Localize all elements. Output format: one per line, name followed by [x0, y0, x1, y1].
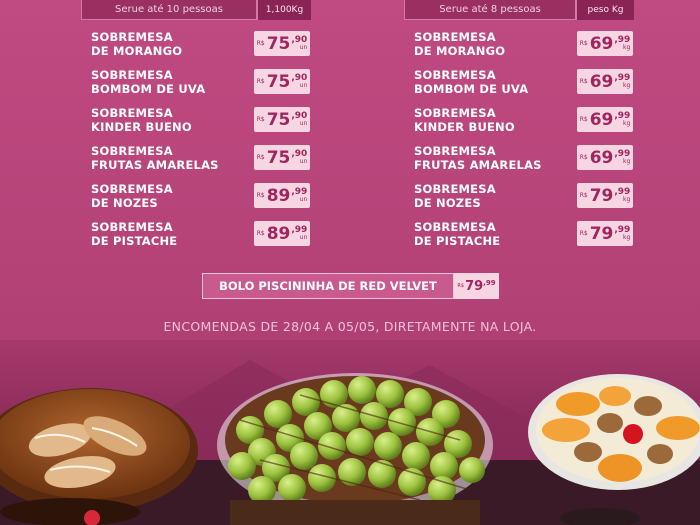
left-weight-label: 1,100Kg: [257, 0, 311, 20]
right-column-header: Serue até 8 pessoas peso Kg: [404, 0, 634, 20]
menu-item: SOBREMESA BOMBOM DE UVA R$ 75,90 un: [91, 64, 315, 102]
item-name: SOBREMESA DE MORANGO: [414, 30, 506, 58]
price-tag: R$ 75,90 un: [254, 107, 310, 132]
menu-item: SOBREMESA FRUTAS AMARELAS R$ 75,90 un: [91, 140, 315, 178]
menu-item: SOBREMESA DE NOZES R$ 89,99 un: [91, 178, 315, 216]
price-tag: R$ 89,99 un: [254, 221, 310, 246]
item-name: SOBREMESA DE NOZES: [91, 182, 173, 210]
price-tag: R$ 75,90 un: [254, 31, 310, 56]
item-name: SOBREMESA KINDER BUENO: [91, 106, 192, 134]
bolo-price-tag: R$ 79,99: [454, 273, 499, 299]
desserts-photo: [0, 340, 700, 525]
price-tag: R$ 79,99 kg: [577, 221, 633, 246]
item-name: SOBREMESA BOMBOM DE UVA: [414, 68, 529, 96]
order-dates-notice: ENCOMENDAS DE 28/04 A 05/05, DIRETAMENTE…: [163, 319, 537, 334]
item-name: SOBREMESA DE MORANGO: [91, 30, 183, 58]
price-tag: R$ 69,99 kg: [577, 107, 633, 132]
item-name: SOBREMESA KINDER BUENO: [414, 106, 515, 134]
menu-item: SOBREMESA DE MORANGO R$ 75,90 un: [91, 26, 315, 64]
menu-item: SOBREMESA DE MORANGO R$ 69,99 kg: [414, 26, 638, 64]
menu-item: SOBREMESA BOMBOM DE UVA R$ 69,99 kg: [414, 64, 638, 102]
bolo-label: BOLO PISCININHA DE RED VELVET: [202, 273, 454, 299]
price-tag: R$ 69,99 kg: [577, 145, 633, 170]
item-name: SOBREMESA FRUTAS AMARELAS: [414, 144, 542, 172]
price-tag: R$ 79,99 kg: [577, 183, 633, 208]
menu-item: SOBREMESA DE PISTACHE R$ 79,99 kg: [414, 216, 638, 254]
right-serves-label: Serue até 8 pessoas: [404, 0, 576, 20]
menu-item: SOBREMESA DE NOZES R$ 79,99 kg: [414, 178, 638, 216]
right-weight-label: peso Kg: [576, 0, 634, 20]
menu-item: SOBREMESA KINDER BUENO R$ 69,99 kg: [414, 102, 638, 140]
item-name: SOBREMESA DE PISTACHE: [414, 220, 501, 248]
menu-item: SOBREMESA KINDER BUENO R$ 75,90 un: [91, 102, 315, 140]
menu-item: SOBREMESA DE PISTACHE R$ 89,99 un: [91, 216, 315, 254]
grape-topping: [228, 376, 485, 504]
price-tag: R$ 75,90 un: [254, 145, 310, 170]
item-name: SOBREMESA DE NOZES: [414, 182, 496, 210]
item-name: SOBREMESA DE PISTACHE: [91, 220, 178, 248]
item-name: SOBREMESA BOMBOM DE UVA: [91, 68, 206, 96]
price-tag: R$ 69,99 kg: [577, 31, 633, 56]
price-tag: R$ 69,99 kg: [577, 69, 633, 94]
menu-item: SOBREMESA FRUTAS AMARELAS R$ 69,99 kg: [414, 140, 638, 178]
price-tag: R$ 75,90 un: [254, 69, 310, 94]
left-menu-column: SOBREMESA DE MORANGO R$ 75,90 un SOBREMESA B…: [91, 26, 315, 254]
right-menu-column: SOBREMESA DE MORANGO R$ 69,99 kg SOBREMESA B…: [414, 26, 638, 254]
left-serves-label: Serue até 10 pessoas: [81, 0, 257, 20]
item-name: SOBREMESA FRUTAS AMARELAS: [91, 144, 219, 172]
left-column-header: Serue até 10 pessoas 1,100Kg: [81, 0, 311, 20]
price-tag: R$ 89,99 un: [254, 183, 310, 208]
bolo-red-velvet-banner: BOLO PISCININHA DE RED VELVET R$ 79,99: [202, 273, 499, 299]
